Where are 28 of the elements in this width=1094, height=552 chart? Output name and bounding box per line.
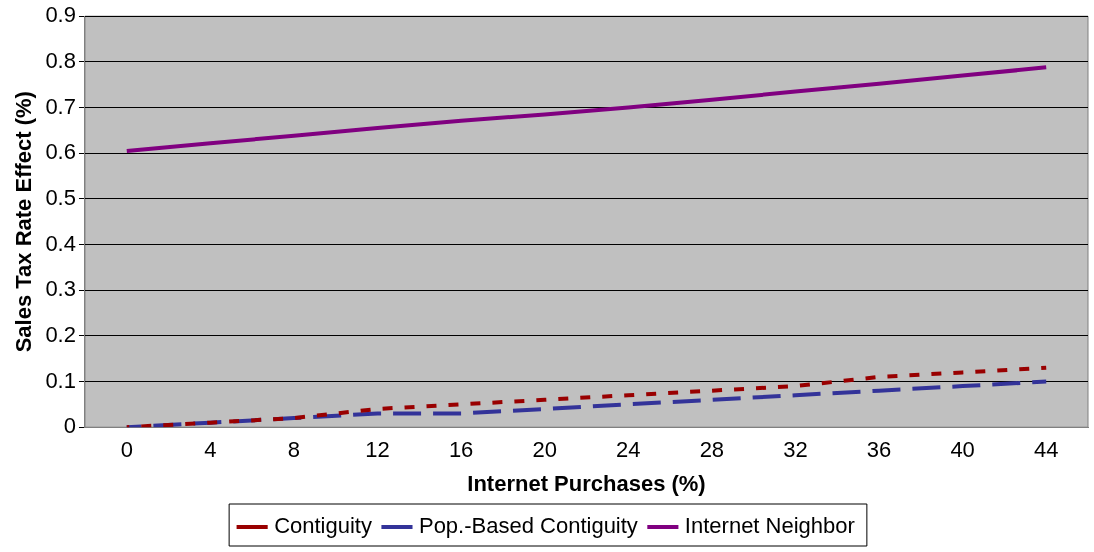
x-tick-label: 20 bbox=[532, 437, 557, 463]
x-axis-title: Internet Purchases (%) bbox=[467, 470, 706, 496]
x-tick-label: 40 bbox=[950, 437, 975, 463]
x-tick-label: 44 bbox=[1033, 437, 1059, 463]
x-tick-label: 0 bbox=[120, 437, 133, 463]
y-tick-label: 0.5 bbox=[45, 184, 76, 210]
x-tick-label: 12 bbox=[365, 437, 390, 463]
y-tick-label: 0.3 bbox=[45, 276, 76, 302]
line-series bbox=[124, 365, 1049, 428]
legend-label: Internet Neighbor bbox=[684, 513, 855, 539]
x-tick-label: 28 bbox=[699, 437, 725, 463]
legend-label: Pop.-Based Contiguity bbox=[418, 513, 638, 539]
y-tick-label: 0.8 bbox=[45, 47, 76, 73]
x-tick-label: 8 bbox=[287, 437, 301, 463]
y-tick-label: 0.4 bbox=[45, 230, 76, 256]
y-tick-label: 0.7 bbox=[45, 93, 76, 119]
legend-label: Contiguity bbox=[274, 513, 372, 539]
y-tick-label: 0.9 bbox=[45, 2, 76, 28]
y-tick-label: 0.2 bbox=[45, 321, 76, 347]
x-tick-label: 4 bbox=[204, 437, 217, 463]
y-axis-title: Sales Tax Rate Effect (%) bbox=[11, 91, 37, 353]
y-tick-label: 0 bbox=[63, 413, 76, 439]
x-tick-label: 32 bbox=[783, 437, 808, 463]
x-tick-label: 36 bbox=[866, 437, 892, 463]
y-tick-label: 0.6 bbox=[45, 139, 76, 165]
x-tick-label: 24 bbox=[616, 437, 641, 463]
y-tick-label: 0.1 bbox=[45, 367, 76, 393]
x-tick-label: 16 bbox=[448, 437, 474, 463]
